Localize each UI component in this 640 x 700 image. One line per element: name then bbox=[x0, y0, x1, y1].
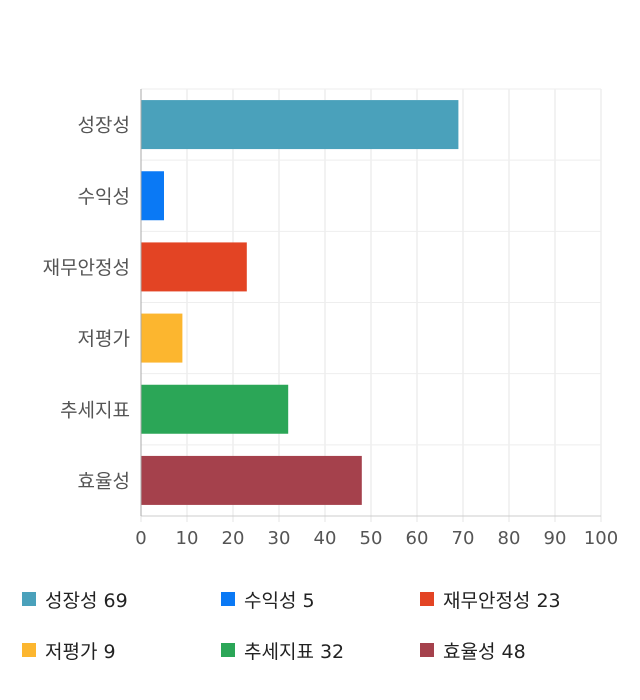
bar-1[interactable] bbox=[141, 171, 164, 221]
category-label-5: 효율성 bbox=[78, 470, 130, 492]
legend: 성장성 69 수익성 5 재무안정성 23 저평가 9 추세지표 32 효율성 … bbox=[0, 576, 640, 686]
legend-swatch bbox=[221, 643, 235, 657]
bar-5[interactable] bbox=[141, 455, 362, 505]
legend-item-5[interactable]: 효율성 48 bbox=[420, 635, 526, 665]
category-label-1: 수익성 bbox=[78, 186, 130, 208]
bar-3[interactable] bbox=[141, 313, 183, 363]
bar-4[interactable] bbox=[141, 384, 289, 434]
legend-label: 효율성 48 bbox=[443, 640, 526, 663]
x-tick-labels: 0 10 20 30 40 50 60 70 80 90 100 bbox=[135, 528, 618, 549]
x-tick-label-10: 100 bbox=[584, 528, 618, 549]
legend-swatch bbox=[420, 592, 434, 606]
category-label-3: 저평가 bbox=[78, 328, 130, 350]
x-tick-label-3: 30 bbox=[268, 528, 291, 549]
category-label-4: 추세지표 bbox=[60, 399, 130, 421]
x-tick-label-5: 50 bbox=[360, 528, 383, 549]
bar-0[interactable] bbox=[141, 100, 459, 150]
legend-label: 성장성 69 bbox=[45, 589, 128, 612]
legend-swatch bbox=[22, 643, 36, 657]
legend-swatch bbox=[221, 592, 235, 606]
legend-item-1[interactable]: 수익성 5 bbox=[221, 584, 315, 614]
legend-item-0[interactable]: 성장성 69 bbox=[22, 584, 128, 614]
legend-item-4[interactable]: 추세지표 32 bbox=[221, 635, 344, 665]
legend-label: 저평가 9 bbox=[45, 640, 116, 663]
legend-label: 추세지표 32 bbox=[244, 640, 345, 663]
category-label-2: 재무안정성 bbox=[43, 257, 130, 279]
bar-2[interactable] bbox=[141, 242, 247, 292]
bars bbox=[141, 100, 459, 505]
legend-label: 수익성 5 bbox=[244, 589, 315, 612]
grid-lines bbox=[140, 88, 602, 522]
x-tick-label-6: 60 bbox=[406, 528, 429, 549]
legend-swatch bbox=[420, 643, 434, 657]
category-label-0: 성장성 bbox=[78, 115, 130, 137]
x-tick-label-0: 0 bbox=[135, 528, 146, 549]
x-tick-label-7: 70 bbox=[452, 528, 475, 549]
legend-item-2[interactable]: 재무안정성 23 bbox=[420, 584, 561, 614]
x-tick-label-2: 20 bbox=[222, 528, 245, 549]
x-tick-label-8: 80 bbox=[498, 528, 521, 549]
legend-swatch bbox=[22, 592, 36, 606]
x-tick-label-4: 40 bbox=[314, 528, 337, 549]
legend-item-3[interactable]: 저평가 9 bbox=[22, 635, 116, 665]
x-tick-label-9: 90 bbox=[544, 528, 567, 549]
x-tick-label-1: 10 bbox=[176, 528, 199, 549]
legend-label: 재무안정성 23 bbox=[443, 589, 561, 612]
